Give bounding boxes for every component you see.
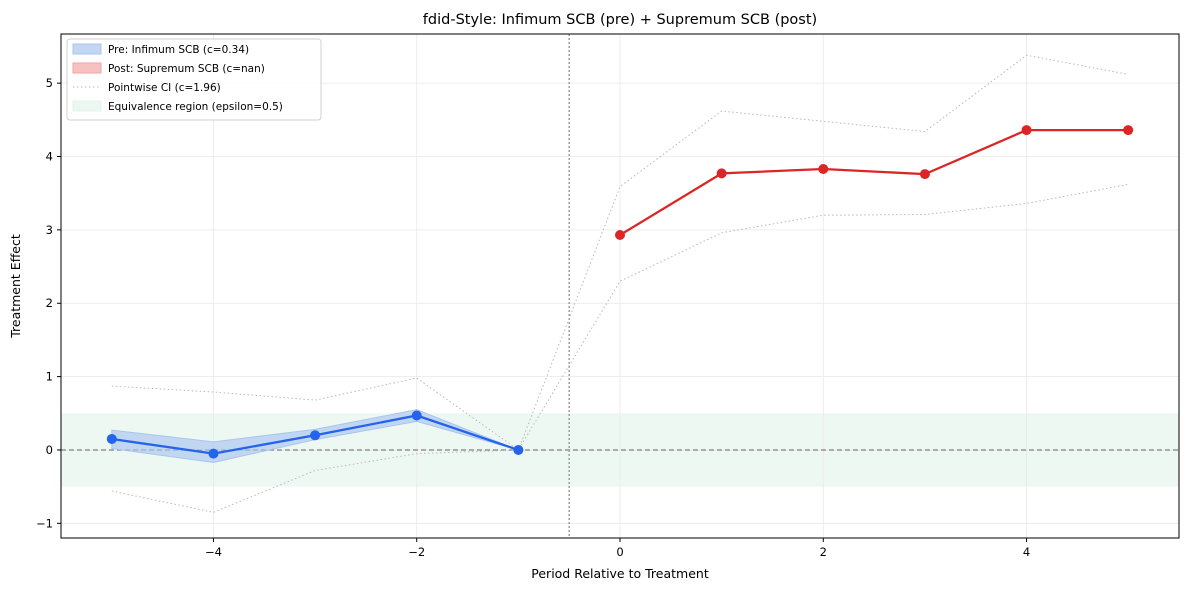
legend: Pre: Infimum SCB (c=0.34) Post: Supremum … — [66, 38, 322, 121]
pointwise-ci-lower — [111, 183, 1129, 513]
x-tick-label: 4 — [1023, 545, 1030, 559]
y-tick-label: 2 — [46, 296, 53, 310]
pre-point — [208, 448, 219, 459]
pre-point — [310, 430, 321, 441]
pre-point — [106, 433, 117, 444]
y-tick-label: −1 — [36, 516, 53, 530]
legend-swatch — [72, 100, 102, 112]
post-point — [615, 230, 625, 241]
chart-title: fdid-Style: Infimum SCB (pre) + Supremum… — [423, 12, 817, 28]
legend-swatch — [72, 62, 102, 74]
plot-area — [61, 34, 1179, 538]
y-tick-label: 4 — [46, 150, 53, 164]
legend-swatch — [72, 43, 102, 55]
post-point — [1123, 125, 1134, 136]
legend-label: Post: Supremum SCB (c=nan) — [108, 63, 265, 75]
post-point — [919, 169, 930, 180]
x-tick-label: 2 — [820, 545, 827, 559]
pre-point — [513, 444, 524, 455]
y-tick-label: 5 — [46, 76, 53, 90]
y-tick-label: 0 — [46, 443, 53, 457]
post-point — [1021, 125, 1032, 136]
post-line — [619, 128, 1129, 236]
legend-box — [66, 38, 322, 121]
post-point — [818, 163, 829, 174]
y-tick-label: 1 — [46, 370, 53, 384]
legend-label: Pointwise CI (c=1.96) — [108, 82, 221, 94]
y-tick-label: 3 — [46, 223, 53, 237]
legend-label: Equivalence region (epsilon=0.5) — [108, 101, 283, 113]
x-tick-label: 0 — [616, 545, 623, 559]
x-tick-label: −4 — [205, 545, 222, 559]
x-tick-label: −2 — [408, 545, 425, 559]
x-axis-label: Period Relative to Treatment — [531, 566, 709, 581]
legend-label: Pre: Infimum SCB (c=0.34) — [108, 44, 249, 56]
y-axis-label: Treatment Effect — [8, 234, 23, 339]
post-point — [716, 168, 727, 179]
pre-point — [411, 410, 422, 421]
